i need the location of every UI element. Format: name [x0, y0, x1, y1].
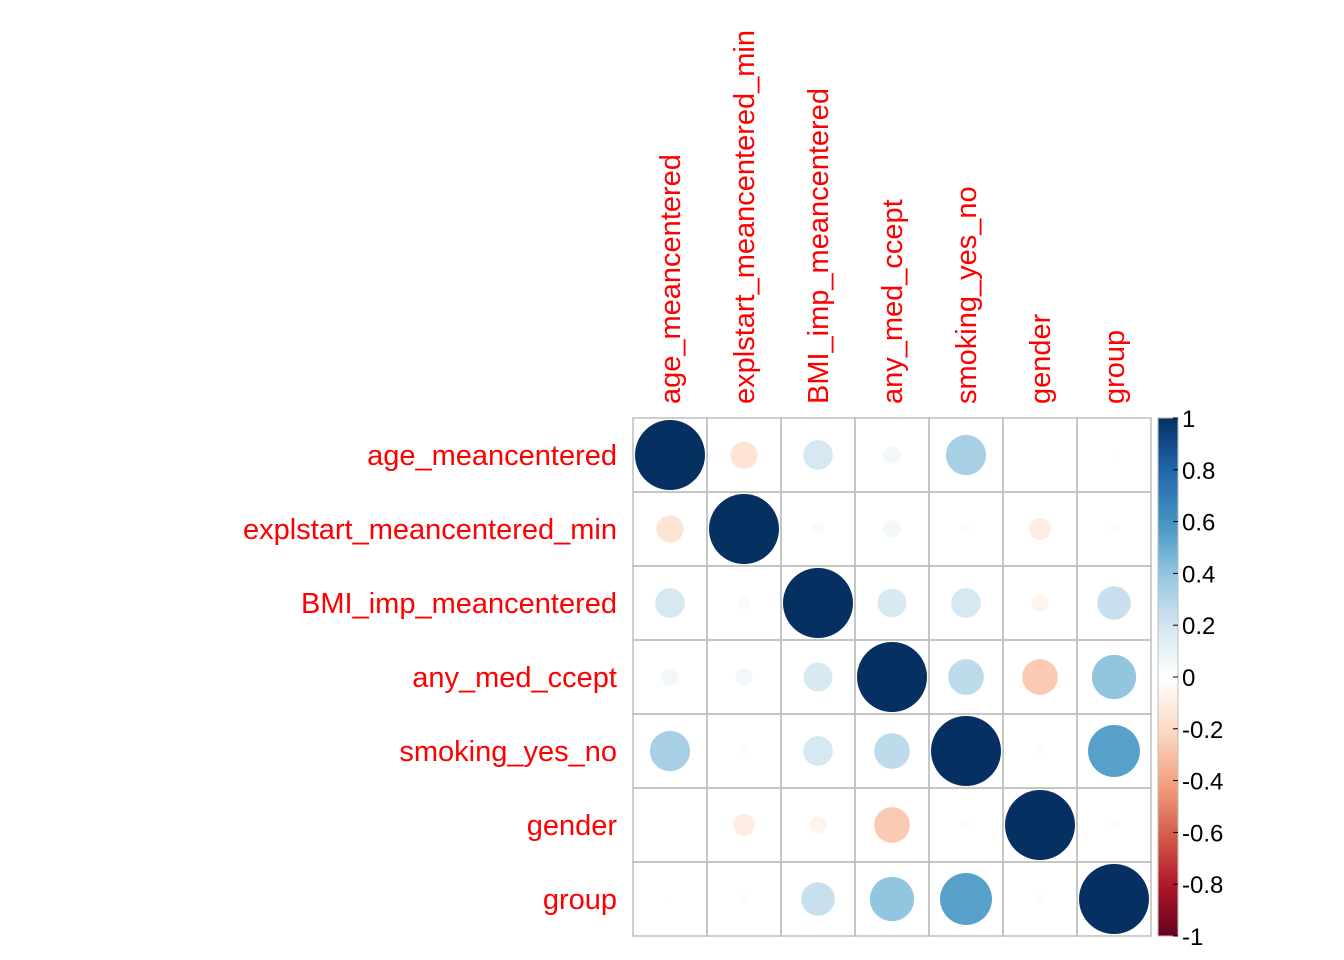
legend-tick-label: -0.2 — [1182, 717, 1223, 744]
correlation-circle — [1097, 586, 1131, 620]
grid-cell — [632, 787, 708, 863]
correlation-circle — [666, 895, 674, 903]
correlation-circle — [874, 807, 910, 843]
correlation-circle — [661, 668, 679, 686]
row-label: explstart_meancentered_min — [243, 514, 617, 546]
row-label: group — [543, 884, 617, 916]
grid-cell — [1076, 861, 1152, 937]
column-label: any_med_ccept — [877, 199, 909, 404]
correlation-circle — [883, 446, 901, 464]
correlation-circle — [735, 668, 753, 686]
grid — [632, 417, 1152, 937]
correlation-circle — [940, 873, 992, 925]
correlation-circle — [961, 524, 971, 534]
correlation-circle — [730, 441, 758, 469]
row-label: age_meancentered — [367, 440, 617, 472]
legend-tick-label: 0.8 — [1182, 458, 1215, 485]
correlation-circle — [803, 662, 833, 692]
color-legend: 1 0.8 0.6 0.4 0.2 0 -0.2 -0.4 -0.6 -0.8 -1 — [1157, 406, 1223, 951]
correlation-circles — [635, 420, 1149, 934]
correlation-circle — [1031, 594, 1049, 612]
correlation-circle — [1091, 654, 1137, 700]
legend-tick-label: 0.4 — [1182, 561, 1215, 588]
correlation-circle — [1079, 864, 1149, 934]
legend-tick-label: 0.2 — [1182, 613, 1215, 640]
row-label: smoking_yes_no — [399, 736, 617, 768]
correlation-circle — [801, 882, 835, 916]
legend-tick-label: -0.6 — [1182, 820, 1223, 847]
column-label: gender — [1025, 313, 1057, 404]
correlation-circle — [739, 746, 749, 756]
correlation-circle — [1028, 517, 1052, 541]
correlation-circle — [857, 642, 927, 712]
correlation-circle — [737, 596, 751, 610]
correlation-circle — [1035, 894, 1045, 904]
correlation-circle — [931, 716, 1001, 786]
grid-cell — [1002, 417, 1078, 493]
correlation-circle — [877, 588, 907, 618]
column-label: BMI_imp_meancentered — [803, 88, 835, 404]
correlation-circle — [655, 588, 685, 618]
column-label: explstart_meancentered_min — [729, 30, 761, 404]
column-labels: age_meancentered explstart_meancentered_m… — [655, 30, 1131, 404]
correlation-circle — [1088, 725, 1140, 777]
column-label: smoking_yes_no — [951, 186, 983, 404]
legend-tick-label: -0.4 — [1182, 769, 1223, 796]
legend-tick-label: -0.8 — [1182, 872, 1223, 899]
correlation-circle — [1110, 451, 1118, 459]
correlation-circle — [948, 659, 984, 695]
correlation-circle — [961, 820, 971, 830]
correlation-circle — [869, 876, 915, 922]
correlation-circle — [1109, 524, 1119, 534]
correlation-circle — [951, 588, 981, 618]
legend-tick-label: 0.6 — [1182, 510, 1215, 537]
column-label: age_meancentered — [655, 154, 687, 404]
correlation-circle — [1109, 820, 1119, 830]
correlation-circle — [635, 420, 705, 490]
correlation-circle — [811, 522, 825, 536]
correlation-circle — [709, 494, 779, 564]
correlation-circle — [1005, 790, 1075, 860]
correlation-circle — [732, 813, 756, 837]
correlation-circle — [803, 736, 833, 766]
correlation-circle — [803, 440, 833, 470]
correlation-circle — [1022, 659, 1058, 695]
correlation-circle — [783, 568, 853, 638]
correlation-circle — [945, 434, 987, 476]
correlation-circle — [656, 515, 684, 543]
correlation-circle — [809, 816, 827, 834]
column-label: group — [1099, 330, 1131, 404]
correlation-circle — [739, 894, 749, 904]
row-label: gender — [527, 810, 618, 842]
correlation-circle — [874, 733, 910, 769]
legend-tick-label: 0 — [1182, 665, 1195, 692]
legend-tick-label: 1 — [1182, 406, 1195, 433]
row-labels: age_meancentered explstart_meancentered_m… — [243, 440, 617, 916]
row-label: BMI_imp_meancentered — [301, 588, 617, 620]
legend-tick-label: -1 — [1182, 924, 1203, 951]
correlation-circle — [883, 520, 901, 538]
row-label: any_med_ccept — [412, 662, 617, 694]
correlation-circle — [649, 730, 691, 772]
correlation-circle — [1035, 746, 1045, 756]
